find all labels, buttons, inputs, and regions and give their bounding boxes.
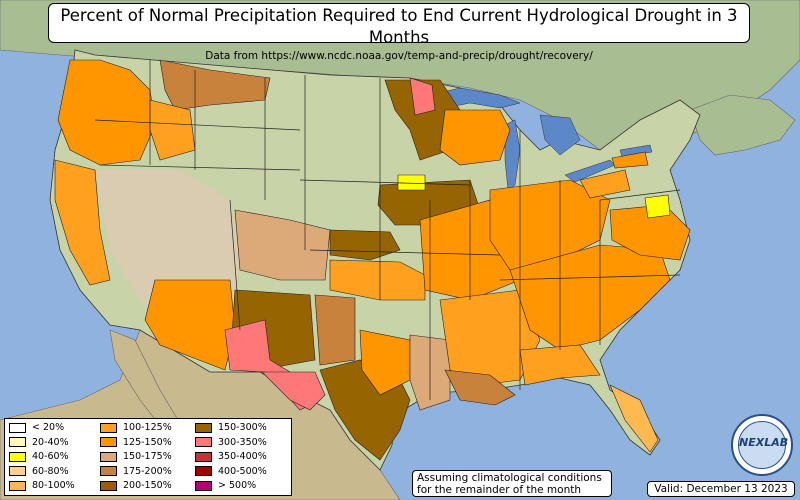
legend-label: 100-125% xyxy=(123,422,172,433)
canada-maritimes xyxy=(689,94,796,156)
lake-ontario xyxy=(619,144,653,158)
drought-iowa-yellow xyxy=(397,174,426,191)
lake-huron xyxy=(539,114,581,156)
drought-kansas xyxy=(329,259,426,301)
drought-michigan xyxy=(439,109,511,166)
legend-label: 40-60% xyxy=(32,451,69,462)
state-boundaries xyxy=(94,60,681,400)
legend-swatch xyxy=(100,466,117,476)
legend-item: 175-200% xyxy=(100,466,172,478)
drought-utah-colorado xyxy=(234,209,331,281)
legend: < 20% 20-40% 40-60% 60-80% 80-100% 100-125% 12… xyxy=(4,418,292,496)
drought-southeast xyxy=(509,244,671,351)
legend-label: 125-150% xyxy=(123,436,172,448)
legend-swatch xyxy=(100,451,117,462)
legend-label: > 500% xyxy=(218,480,257,491)
legend-item: 200-150% xyxy=(100,480,172,492)
legend-swatch xyxy=(195,437,212,447)
valid-date: Valid: December 13 2023 xyxy=(647,481,795,497)
legend-item: < 20% xyxy=(9,422,64,434)
legend-swatch xyxy=(195,466,212,476)
legend-swatch xyxy=(100,422,117,433)
drought-pacific-northwest xyxy=(57,59,156,166)
legend-label: 350-400% xyxy=(218,451,267,462)
legend-label: 80-100% xyxy=(32,480,75,491)
map-subtitle: Data from https://www.ncdc.noaa.gov/temp… xyxy=(205,50,593,62)
title-box: Percent of Normal Precipitation Required… xyxy=(48,3,750,62)
drought-california xyxy=(54,159,111,286)
legend-swatch xyxy=(195,422,212,433)
legend-label: 200-150% xyxy=(123,480,172,491)
drought-florida xyxy=(609,384,659,453)
legend-label: 20-40% xyxy=(32,436,69,448)
legend-swatch xyxy=(9,437,26,447)
nexlab-logo: NEXLAB xyxy=(731,414,793,476)
legend-swatch xyxy=(100,480,117,491)
legend-swatch xyxy=(100,437,117,447)
assumption-note-line2: for the remainder of the month xyxy=(417,484,582,496)
legend-item: 80-100% xyxy=(9,480,75,492)
legend-label: 300-350% xyxy=(218,436,267,448)
drought-idaho-montana xyxy=(159,59,271,111)
drought-northeast-spot xyxy=(611,151,649,169)
legend-label: 400-500% xyxy=(218,465,267,477)
legend-label: 175-200% xyxy=(123,465,172,477)
assumption-note-line1: Assuming climatological conditions xyxy=(417,472,602,484)
legend-item: 60-80% xyxy=(9,466,69,478)
drought-central-texas xyxy=(359,329,411,396)
legend-item: 300-350% xyxy=(195,437,267,449)
legend-label: 60-80% xyxy=(32,465,69,477)
legend-item: 350-400% xyxy=(195,451,267,463)
legend-swatch xyxy=(9,480,26,491)
legend-item: 400-500% xyxy=(195,466,267,478)
drought-minnesota-pink xyxy=(409,77,436,116)
drought-arizona xyxy=(144,279,236,371)
drought-west-texas xyxy=(261,371,326,411)
legend-item: 40-60% xyxy=(9,451,69,463)
map-title: Percent of Normal Precipitation Required… xyxy=(60,6,738,47)
legend-item: 150-175% xyxy=(100,451,172,463)
legend-item: > 500% xyxy=(195,480,256,492)
assumption-note: Assuming climatological conditions for t… xyxy=(412,470,612,497)
legend-label: 150-175% xyxy=(123,451,172,462)
drought-chesapeake xyxy=(644,194,671,219)
drought-pennsylvania xyxy=(579,169,631,199)
lake-michigan xyxy=(504,119,521,191)
legend-label: 150-300% xyxy=(218,422,267,433)
legend-item: 100-125% xyxy=(100,422,172,434)
drought-gulf-coast xyxy=(519,344,601,386)
legend-item: 20-40% xyxy=(9,437,69,449)
legend-label: < 20% xyxy=(32,422,65,433)
legend-swatch xyxy=(9,451,26,462)
logo-text: NEXLAB xyxy=(739,436,789,449)
drought-texas-panhandle xyxy=(314,294,356,366)
legend-item: 125-150% xyxy=(100,437,172,449)
legend-swatch xyxy=(195,480,212,491)
legend-swatch xyxy=(195,451,212,462)
legend-swatch xyxy=(9,466,26,476)
legend-item: 150-300% xyxy=(195,422,267,434)
legend-swatch xyxy=(9,422,26,433)
logo-globe-icon xyxy=(738,421,786,469)
drought-louisiana xyxy=(444,369,516,406)
